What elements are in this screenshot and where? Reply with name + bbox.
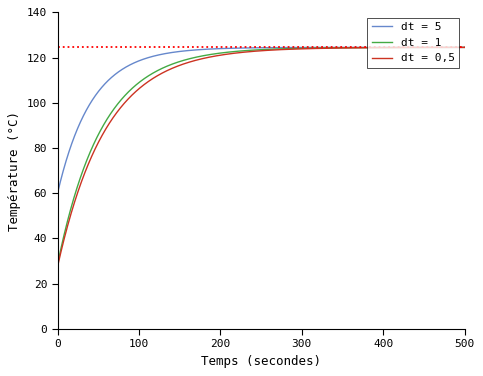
dt = 5	[319, 45, 325, 50]
dt = 0,5	[462, 45, 468, 50]
dt = 1	[298, 46, 304, 50]
dt = 5	[128, 62, 134, 67]
Line: dt = 5: dt = 5	[57, 47, 465, 193]
Line: dt = 1: dt = 1	[57, 47, 465, 264]
dt = 5	[389, 45, 395, 50]
Y-axis label: Température (°C): Température (°C)	[8, 111, 21, 230]
dt = 5	[298, 45, 304, 50]
dt = 1	[319, 46, 325, 50]
dt = 1	[210, 52, 216, 56]
Line: dt = 0,5: dt = 0,5	[57, 47, 465, 267]
dt = 1	[389, 45, 395, 50]
dt = 1	[128, 87, 134, 91]
dt = 0,5	[55, 264, 60, 269]
dt = 5	[210, 47, 216, 51]
dt = 1	[55, 262, 60, 267]
dt = 5	[358, 45, 364, 50]
dt = 1	[358, 45, 364, 50]
Legend: dt = 5, dt = 1, dt = 0,5: dt = 5, dt = 1, dt = 0,5	[367, 18, 459, 68]
dt = 0,5	[358, 45, 364, 50]
dt = 5	[55, 191, 60, 196]
dt = 0,5	[128, 93, 134, 98]
dt = 0,5	[389, 45, 395, 50]
X-axis label: Temps (secondes): Temps (secondes)	[201, 355, 321, 368]
dt = 0,5	[210, 54, 216, 59]
dt = 0,5	[319, 46, 325, 51]
dt = 5	[462, 45, 468, 50]
dt = 1	[462, 45, 468, 50]
dt = 0,5	[298, 47, 304, 51]
